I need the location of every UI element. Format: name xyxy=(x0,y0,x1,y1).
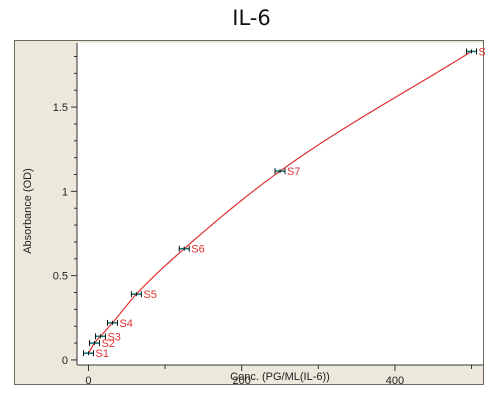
x-axis-title: Conc. (PG/ML(IL-6)) xyxy=(230,371,330,383)
point-label: S5 xyxy=(143,289,156,301)
plot-area xyxy=(77,43,483,365)
point-label: S8 xyxy=(479,46,485,58)
data-point-s5: S5 xyxy=(130,289,157,301)
x-tick-label: 0 xyxy=(85,375,91,386)
y-axis-title: Absorbance (OD) xyxy=(22,168,34,254)
point-label: S3 xyxy=(107,331,120,343)
y-tick-label: 0 xyxy=(62,355,68,367)
point-label: S6 xyxy=(191,244,204,256)
x-tick-label: 400 xyxy=(386,375,404,386)
data-point-s6: S6 xyxy=(178,244,205,256)
x-tick-label: 200 xyxy=(233,375,251,386)
data-point-s3: S3 xyxy=(94,331,121,343)
data-point-s8: S8 xyxy=(466,46,485,58)
point-label: S2 xyxy=(101,338,114,350)
point-label: S4 xyxy=(119,318,132,330)
point-label: S7 xyxy=(287,166,300,178)
ticks-layer: 0 200 400 0 0.5 1 1.5 xyxy=(53,55,473,386)
y-tick-label: 1 xyxy=(62,186,68,198)
y-tick-label: 0.5 xyxy=(53,271,68,283)
data-point-s4: S4 xyxy=(106,318,133,330)
data-point-s2: S2 xyxy=(88,338,115,350)
point-label: S1 xyxy=(95,348,108,360)
data-point-s7: S7 xyxy=(274,166,300,178)
y-tick-label: 1.5 xyxy=(53,102,68,114)
chart-title: IL-6 xyxy=(232,6,271,30)
data-point-s1: S1 xyxy=(82,348,109,360)
